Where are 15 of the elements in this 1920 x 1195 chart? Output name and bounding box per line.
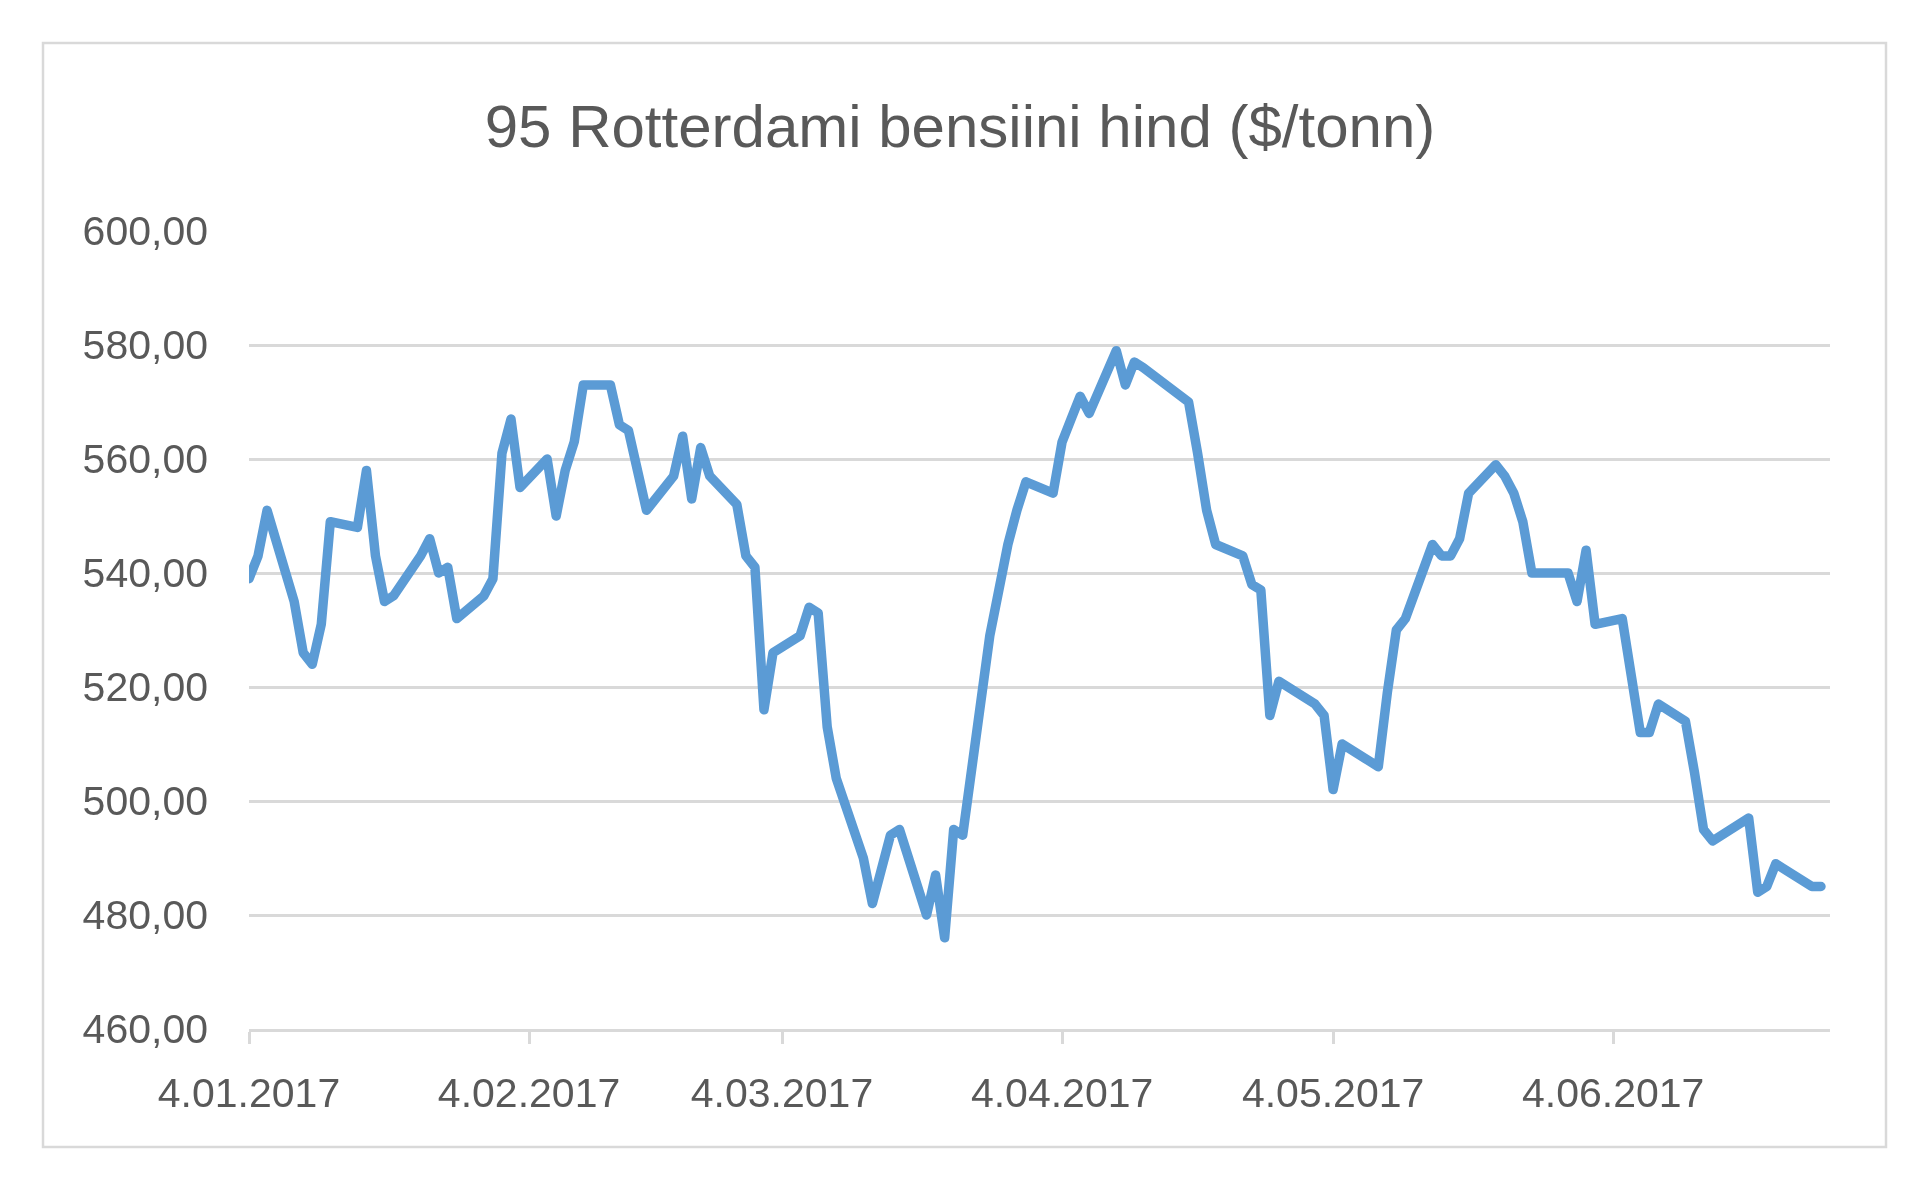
y-tick-label: 500,00 [82,778,208,825]
y-tick-label: 520,00 [82,664,208,711]
x-tick-label: 4.05.2017 [1241,1069,1425,1116]
y-tick-label: 460,00 [82,1006,208,1053]
x-tick-label: 4.02.2017 [437,1069,621,1116]
y-tick-label: 580,00 [82,322,208,369]
x-tick-label: 4.06.2017 [1521,1069,1705,1116]
y-tick-label: 480,00 [82,892,208,939]
y-tick-label: 600,00 [82,208,208,255]
y-tick-label: 560,00 [82,436,208,483]
x-tick-label: 4.03.2017 [690,1069,874,1116]
x-tick-label: 4.04.2017 [970,1069,1154,1116]
y-tick-label: 540,00 [82,550,208,597]
x-tick-label: 4.01.2017 [157,1069,341,1116]
chart-title: 95 Rotterdami bensiini hind ($/tonn) [484,93,1436,160]
